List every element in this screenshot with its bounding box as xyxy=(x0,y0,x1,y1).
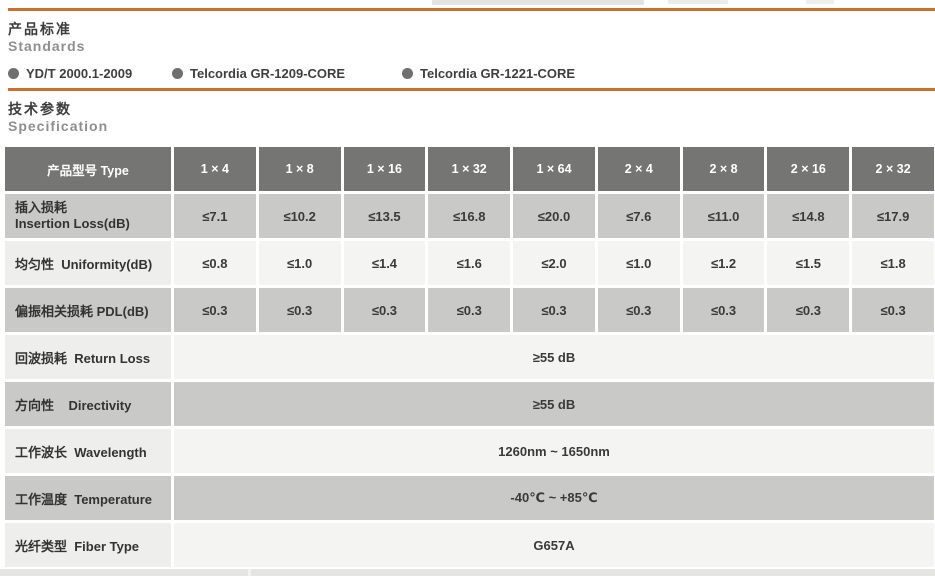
value-cell: ≤7.1 xyxy=(174,194,256,238)
value-cell: ≤1.4 xyxy=(343,241,426,285)
value-cell: ≤17.9 xyxy=(852,194,934,238)
standard-label: Telcordia GR-1209-CORE xyxy=(190,65,346,81)
span-value-cell: ≥55 dB xyxy=(174,335,934,379)
span-value-cell: G657A xyxy=(174,523,934,567)
specification-section-heading: 技术参数 Specification xyxy=(8,101,108,135)
value-cell: ≤7.6 xyxy=(597,194,680,238)
value-cell: ≤0.3 xyxy=(767,288,850,332)
value-cell: ≤1.6 xyxy=(428,241,511,285)
span-value-cell: -40℃ ~ +85℃ xyxy=(174,476,934,520)
row-label-fiber-type: 光纤类型 Fiber Type xyxy=(5,523,171,567)
value-cell: ≤1.0 xyxy=(597,241,680,285)
row-label-insertion-loss: 插入损耗 Insertion Loss(dB) xyxy=(5,194,171,238)
standards-list: YD/T 2000.1-2009 Telcordia GR-1209-CORE … xyxy=(0,64,935,82)
standards-list-item: YD/T 2000.1-2009 xyxy=(8,64,132,82)
row-label-cn: 插入损耗 xyxy=(15,200,68,215)
standards-title-cn: 产品标准 xyxy=(8,21,72,37)
bullet-icon xyxy=(402,67,413,79)
value-cell: ≤0.3 xyxy=(597,288,680,332)
value-cell: ≤0.3 xyxy=(513,288,595,332)
value-cell: ≤1.5 xyxy=(767,241,850,285)
value-cell: ≤0.3 xyxy=(258,288,341,332)
value-cell: ≤11.0 xyxy=(682,194,765,238)
value-cell: ≤13.5 xyxy=(343,194,426,238)
specification-table: 产品型号 Type 1 × 4 1 × 8 1 × 16 1 × 32 1 × … xyxy=(5,147,934,567)
standard-label: Telcordia GR-1221-CORE xyxy=(420,65,576,81)
value-cell: ≤2.0 xyxy=(513,241,595,285)
bullet-icon xyxy=(172,67,183,79)
table-header-1x32: 1 × 32 xyxy=(428,147,511,191)
table-header-2x32: 2 × 32 xyxy=(852,147,934,191)
value-cell: ≤0.3 xyxy=(428,288,511,332)
value-cell: ≤0.3 xyxy=(174,288,256,332)
value-cell: ≤10.2 xyxy=(258,194,341,238)
row-label-pdl: 偏振相关损耗 PDL(dB) xyxy=(5,288,171,332)
value-cell: ≤0.3 xyxy=(682,288,765,332)
table-header-1x64: 1 × 64 xyxy=(513,147,595,191)
page-bottom-edge xyxy=(0,569,935,576)
value-cell: ≤0.3 xyxy=(343,288,426,332)
value-cell: ≤20.0 xyxy=(513,194,595,238)
value-cell: ≤14.8 xyxy=(767,194,850,238)
cropped-text-remnant xyxy=(432,0,644,5)
value-cell: ≤1.2 xyxy=(682,241,765,285)
table-header-1x8: 1 × 8 xyxy=(258,147,341,191)
value-cell: ≤0.3 xyxy=(852,288,934,332)
table-header-1x16: 1 × 16 xyxy=(343,147,426,191)
row-label-wavelength: 工作波长 Wavelength xyxy=(5,429,171,473)
value-cell: ≤16.8 xyxy=(428,194,511,238)
spec-title-en: Specification xyxy=(8,118,109,134)
table-header-1x4: 1 × 4 xyxy=(174,147,256,191)
value-cell: ≤1.0 xyxy=(258,241,341,285)
standard-label: YD/T 2000.1-2009 xyxy=(26,65,133,81)
table-header-type: 产品型号 Type xyxy=(5,147,171,191)
bullet-icon xyxy=(8,67,19,79)
value-cell: ≤1.8 xyxy=(852,241,934,285)
table-header-2x16: 2 × 16 xyxy=(767,147,850,191)
cropped-text-remnant xyxy=(668,0,728,4)
standards-section-heading: 产品标准 Standards xyxy=(8,21,85,55)
row-label-en: Insertion Loss(dB) xyxy=(15,216,130,231)
row-label-return-loss: 回波损耗 Return Loss xyxy=(5,335,171,379)
row-label-directivity: 方向性 Directivity xyxy=(5,382,171,426)
row-label-temperature: 工作温度 Temperature xyxy=(5,476,171,520)
orange-divider-second xyxy=(8,88,935,91)
standards-title-en: Standards xyxy=(8,38,86,54)
standards-list-item: Telcordia GR-1221-CORE xyxy=(402,64,575,82)
spec-title-cn: 技术参数 xyxy=(8,101,72,117)
table-header-2x8: 2 × 8 xyxy=(682,147,765,191)
span-value-cell: 1260nm ~ 1650nm xyxy=(174,429,934,473)
page-bottom-edge-notch xyxy=(248,569,251,576)
span-value-cell: ≥55 dB xyxy=(174,382,934,426)
standards-list-item: Telcordia GR-1209-CORE xyxy=(172,64,345,82)
orange-divider-top xyxy=(8,8,935,11)
value-cell: ≤0.8 xyxy=(174,241,256,285)
table-header-2x4: 2 × 4 xyxy=(597,147,680,191)
row-label-uniformity: 均匀性 Uniformity(dB) xyxy=(5,241,171,285)
cropped-text-remnant xyxy=(806,0,834,4)
